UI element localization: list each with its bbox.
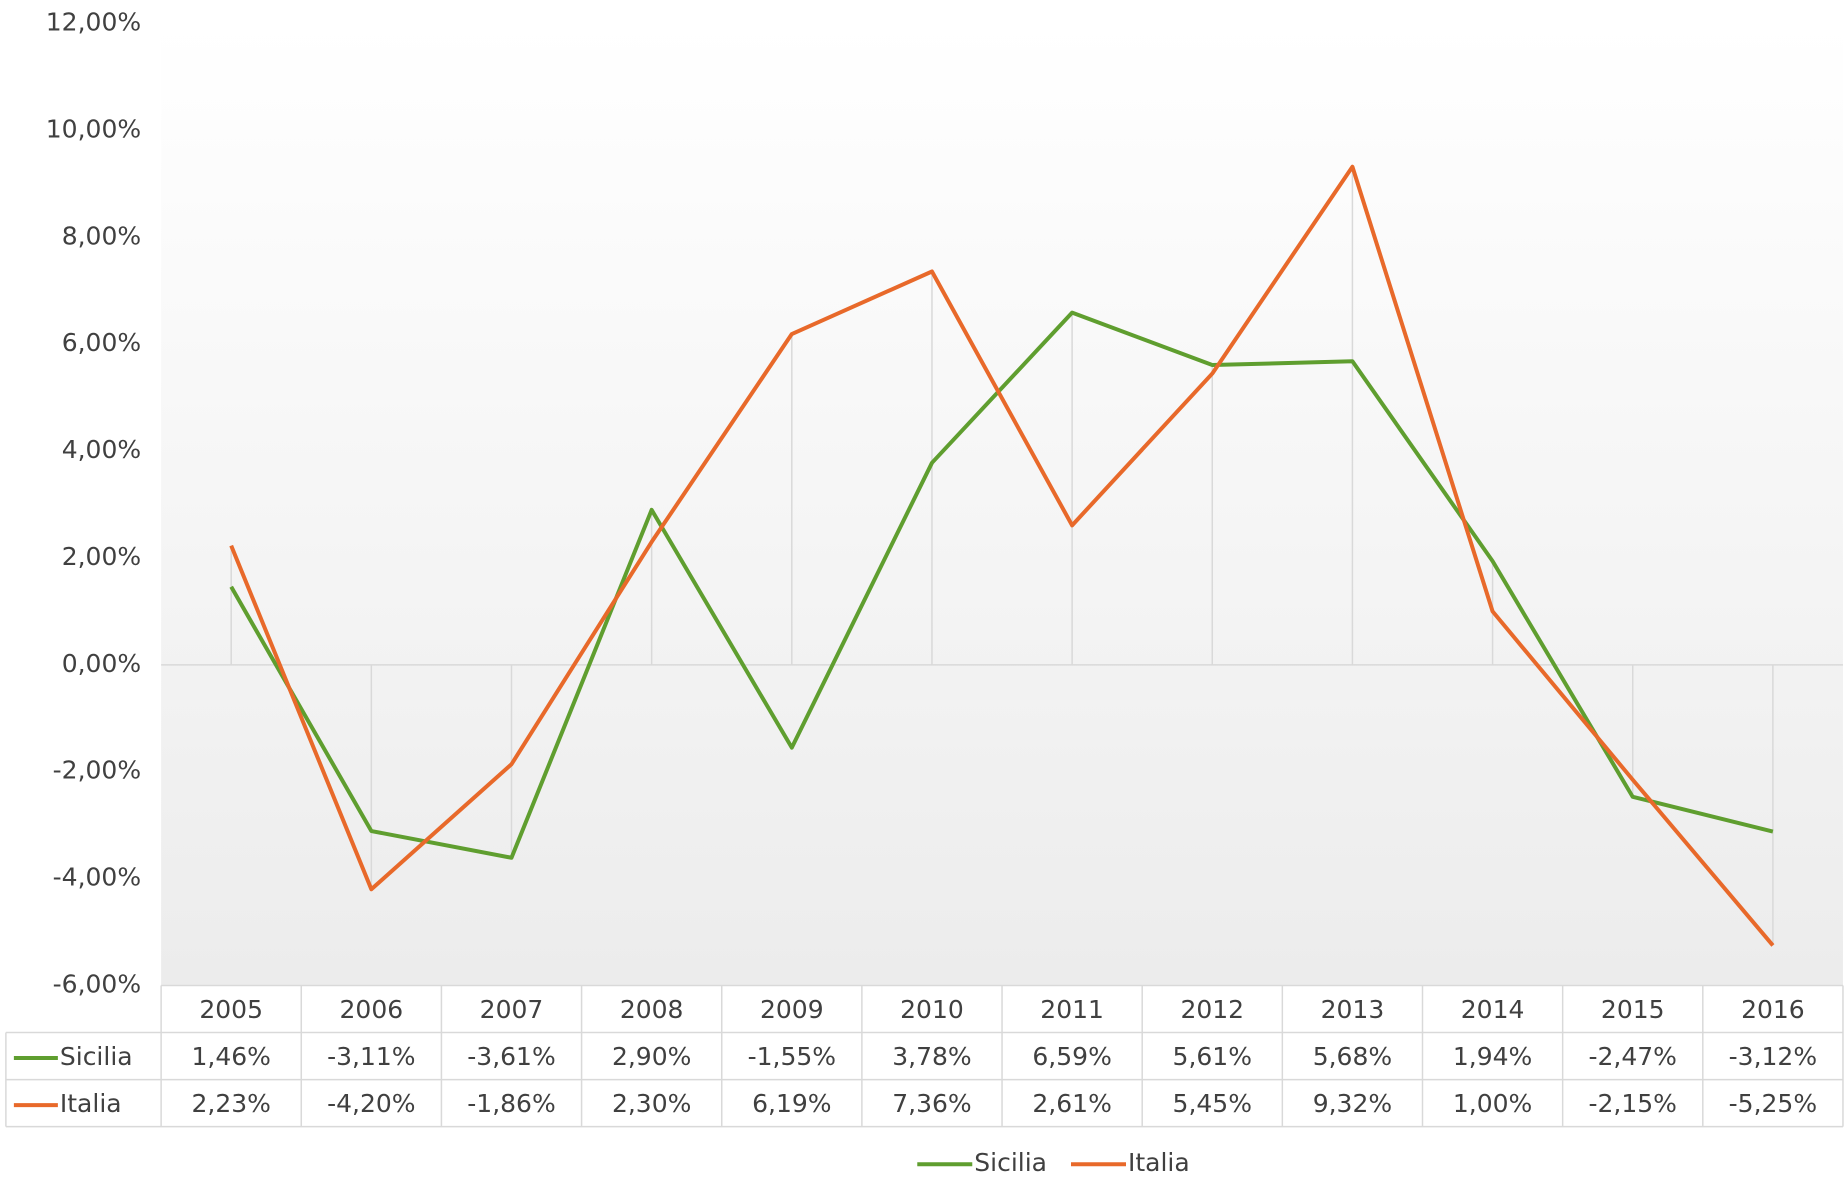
series-line bbox=[229, 164, 1775, 947]
x-tick-label: 2006 bbox=[340, 995, 404, 1024]
x-tick-label: 2015 bbox=[1601, 995, 1665, 1024]
y-tick-label: 0,00% bbox=[62, 649, 141, 678]
series-line bbox=[229, 310, 1774, 860]
table-value: 1,46% bbox=[191, 1042, 270, 1071]
table-value: 6,19% bbox=[752, 1089, 831, 1118]
table-value: 5,45% bbox=[1173, 1089, 1252, 1118]
table-value: -1,86% bbox=[467, 1089, 555, 1118]
table-value: -4,20% bbox=[327, 1089, 415, 1118]
table-value: 2,30% bbox=[612, 1089, 691, 1118]
x-tick-label: 2010 bbox=[900, 995, 964, 1024]
y-tick-label: 10,00% bbox=[46, 114, 141, 143]
x-tick-label: 2005 bbox=[199, 995, 263, 1024]
table-value: -3,61% bbox=[467, 1042, 555, 1071]
x-tick-label: 2012 bbox=[1180, 995, 1244, 1024]
table-series-name: Sicilia bbox=[60, 1042, 133, 1071]
y-tick-label: 6,00% bbox=[62, 328, 141, 357]
x-tick-label: 2009 bbox=[760, 995, 824, 1024]
table-value: -3,12% bbox=[1729, 1042, 1817, 1071]
y-tick-label: 4,00% bbox=[62, 435, 141, 464]
table-value: 5,68% bbox=[1313, 1042, 1392, 1071]
y-tick-label: -4,00% bbox=[53, 863, 141, 892]
table-value: 5,61% bbox=[1173, 1042, 1252, 1071]
table-value: -2,47% bbox=[1589, 1042, 1677, 1071]
x-tick-label: 2014 bbox=[1461, 995, 1525, 1024]
table-value: 1,94% bbox=[1453, 1042, 1532, 1071]
table-value: 6,59% bbox=[1032, 1042, 1111, 1071]
y-tick-label: 2,00% bbox=[62, 542, 141, 571]
table-value: 2,90% bbox=[612, 1042, 691, 1071]
x-tick-label: 2013 bbox=[1321, 995, 1385, 1024]
table-series-name: Italia bbox=[60, 1089, 122, 1118]
legend-label: Italia bbox=[1128, 1148, 1190, 1177]
table-value: 1,00% bbox=[1453, 1089, 1532, 1118]
x-tick-label: 2011 bbox=[1040, 995, 1104, 1024]
table-value: 2,23% bbox=[191, 1089, 270, 1118]
x-tick-label: 2016 bbox=[1741, 995, 1805, 1024]
table-value: 9,32% bbox=[1313, 1089, 1392, 1118]
table-value: -5,25% bbox=[1729, 1089, 1817, 1118]
x-tick-label: 2007 bbox=[480, 995, 544, 1024]
table-value: -2,15% bbox=[1589, 1089, 1677, 1118]
table-value: 3,78% bbox=[892, 1042, 971, 1071]
x-tick-label: 2008 bbox=[620, 995, 684, 1024]
y-tick-label: 8,00% bbox=[62, 221, 141, 250]
legend-label: Sicilia bbox=[974, 1148, 1047, 1177]
y-tick-label: -6,00% bbox=[53, 969, 141, 998]
table-value: 2,61% bbox=[1032, 1089, 1111, 1118]
plot-background bbox=[161, 23, 1843, 986]
table-value: 7,36% bbox=[892, 1089, 971, 1118]
table-value: -3,11% bbox=[327, 1042, 415, 1071]
y-tick-label: 12,00% bbox=[46, 8, 141, 37]
y-tick-label: -2,00% bbox=[53, 756, 141, 785]
table-value: -1,55% bbox=[748, 1042, 836, 1071]
